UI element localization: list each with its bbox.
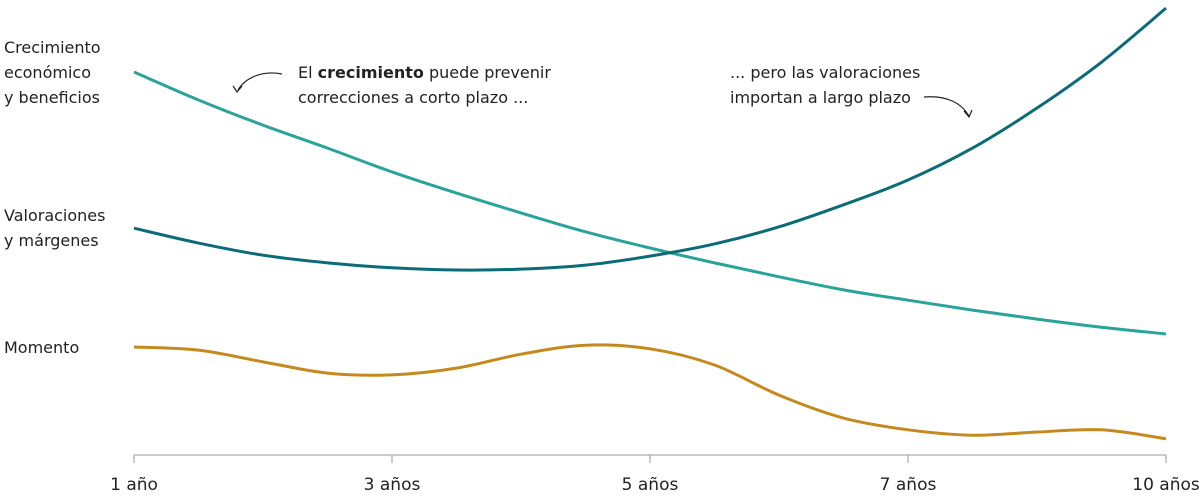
annotation: ... pero las valoraciones importan a lar… — [730, 60, 920, 110]
series-line — [133, 343, 1167, 441]
series-label: Valoraciones y márgenes — [4, 206, 106, 250]
annotation-arrow — [923, 96, 970, 117]
x-tick-label: 3 años — [364, 475, 421, 495]
x-tick-label: 5 años — [622, 475, 679, 495]
annotation-text: ... pero las valoraciones importan a lar… — [730, 63, 921, 107]
series-label: Momento — [4, 338, 80, 357]
series-line — [133, 70, 1167, 336]
arrow-head — [963, 109, 973, 119]
annotation-arrow — [237, 72, 283, 91]
annotation-text: crecimiento — [317, 63, 424, 82]
x-tick-label: 7 años — [880, 475, 937, 495]
arrow-head — [232, 85, 243, 94]
series-line — [133, 6, 1167, 272]
annotation-text: puede prevenir correcciones a corto plaz… — [298, 63, 551, 107]
x-tick-label: 1 año — [110, 475, 158, 495]
x-tick-label: 10 años — [1132, 475, 1200, 495]
annotation: El crecimiento puede prevenir correccion… — [298, 60, 551, 110]
series-label: Crecimiento económico y beneficios — [4, 38, 101, 107]
annotation-text: El — [298, 63, 318, 82]
